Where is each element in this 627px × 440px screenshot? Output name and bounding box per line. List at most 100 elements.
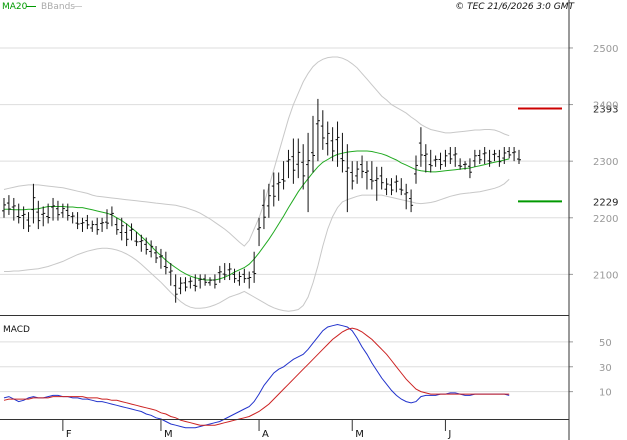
copyright-timestamp: © TEC 21/6/2026 3:0 GMT xyxy=(455,2,575,12)
ohlc-bar xyxy=(252,251,257,283)
ohlc-bar xyxy=(55,200,60,221)
ohlc-bar xyxy=(497,149,502,167)
ohlc-bar xyxy=(335,121,340,167)
x-tick-label: M xyxy=(355,429,364,440)
ohlc-bar xyxy=(85,214,90,230)
bbands-legend-label: BBands xyxy=(41,2,75,12)
ohlc-bar xyxy=(492,149,497,162)
ohlc-bar xyxy=(208,277,212,286)
ohlc-bar xyxy=(168,263,173,286)
ohlc-bar xyxy=(212,274,217,289)
ohlc-bar xyxy=(119,217,124,241)
ohlc-bar xyxy=(296,138,301,179)
ohlc-bar xyxy=(306,132,311,213)
ohlc-bar xyxy=(414,155,418,184)
panel-frames xyxy=(0,0,570,440)
ohlc-bar xyxy=(237,271,242,286)
level-line-label: 2393 xyxy=(593,105,618,116)
ohlc-bar xyxy=(276,172,281,201)
ohlc-bar xyxy=(36,200,41,230)
ohlc-bar xyxy=(60,203,65,218)
macd-lines xyxy=(3,323,510,429)
ohlc-bar xyxy=(409,189,414,213)
ohlc-bar xyxy=(281,161,286,190)
x-tick-label: M xyxy=(164,429,173,440)
ohlc-bar xyxy=(26,212,31,232)
ohlc-bar xyxy=(261,189,266,230)
ma20-legend-label: MA20 xyxy=(2,2,28,12)
ohlc-bar xyxy=(350,161,355,190)
price-tick-label: 2100 xyxy=(593,270,618,281)
ohlc-bar xyxy=(266,183,271,218)
ohlc-bar xyxy=(11,197,16,221)
ohlc-bar xyxy=(75,212,80,230)
ohlc-bar xyxy=(271,172,276,207)
ohlc-bar xyxy=(330,127,335,162)
bbands-lower-line xyxy=(4,178,510,312)
ohlc-bar xyxy=(286,149,291,179)
ma20-path xyxy=(4,150,510,281)
ohlc-bar xyxy=(2,197,6,218)
ohlc-bar xyxy=(80,217,85,232)
ohlc-bar xyxy=(139,234,144,252)
ohlc-bar xyxy=(458,158,463,170)
price-axis-ticks: 2100 2200 2300 2400 2500 xyxy=(569,44,618,281)
ohlc-bar xyxy=(320,110,325,150)
ohlc-bar xyxy=(502,147,507,164)
ohlc-bar xyxy=(158,248,163,269)
level-lines: 2393 2229 xyxy=(518,105,618,208)
ohlc-bar xyxy=(247,271,252,289)
ohlc-bars xyxy=(2,98,521,303)
ohlc-bar xyxy=(203,274,208,286)
macd-gridlines xyxy=(0,341,569,393)
ohlc-bar xyxy=(453,147,458,167)
price-gridlines xyxy=(0,47,569,275)
ohlc-bar xyxy=(291,138,296,184)
ohlc-bar xyxy=(404,183,409,210)
ohlc-bar xyxy=(482,147,487,164)
ohlc-bar xyxy=(369,161,374,190)
ohlc-bar xyxy=(100,217,105,232)
price-panel: 2393 2229 2100 2200 2300 2400 2500 xyxy=(0,44,618,312)
ohlc-bar xyxy=(379,166,384,190)
ohlc-bar xyxy=(114,217,119,235)
price-tick-label: 2500 xyxy=(593,44,618,55)
ohlc-bar xyxy=(198,274,203,289)
ohlc-bar xyxy=(257,217,262,247)
ohlc-bar xyxy=(41,206,46,227)
ohlc-bar xyxy=(51,197,56,221)
ohlc-bar xyxy=(472,149,477,167)
ohlc-bar xyxy=(178,277,183,295)
ohlc-bar xyxy=(423,144,428,173)
ohlc-bar xyxy=(384,178,389,196)
macd-axis-ticks: 50 30 10 xyxy=(569,338,612,399)
ohlc-bar xyxy=(124,223,129,247)
ohlc-bar xyxy=(311,115,315,173)
price-tick-label: 2200 xyxy=(593,214,618,225)
ohlc-bar xyxy=(428,149,433,173)
ohlc-bar xyxy=(443,149,448,167)
ohlc-bar xyxy=(193,274,198,292)
ohlc-bar xyxy=(517,149,521,164)
macd-line xyxy=(3,323,510,429)
ohlc-bar xyxy=(448,147,453,164)
ohlc-bar xyxy=(31,183,36,224)
x-tick-label: J xyxy=(447,429,451,440)
macd-panel-title: MACD xyxy=(3,325,30,335)
ohlc-bar xyxy=(70,212,75,224)
ohlc-bar xyxy=(438,152,443,170)
ohlc-bar xyxy=(109,206,114,227)
ohlc-bar xyxy=(232,268,237,283)
ohlc-bar xyxy=(90,220,95,232)
ohlc-bar xyxy=(21,206,26,230)
ohlc-bar xyxy=(46,203,51,224)
ohlc-bar xyxy=(149,240,154,258)
ohlc-bar xyxy=(144,237,149,255)
ohlc-bar xyxy=(129,223,134,241)
ohlc-bar xyxy=(134,231,139,247)
ohlc-bar xyxy=(242,268,247,283)
ma20-line xyxy=(4,150,510,281)
macd-panel: 50 30 10 MACD xyxy=(0,323,612,429)
ohlc-bar xyxy=(389,178,394,196)
